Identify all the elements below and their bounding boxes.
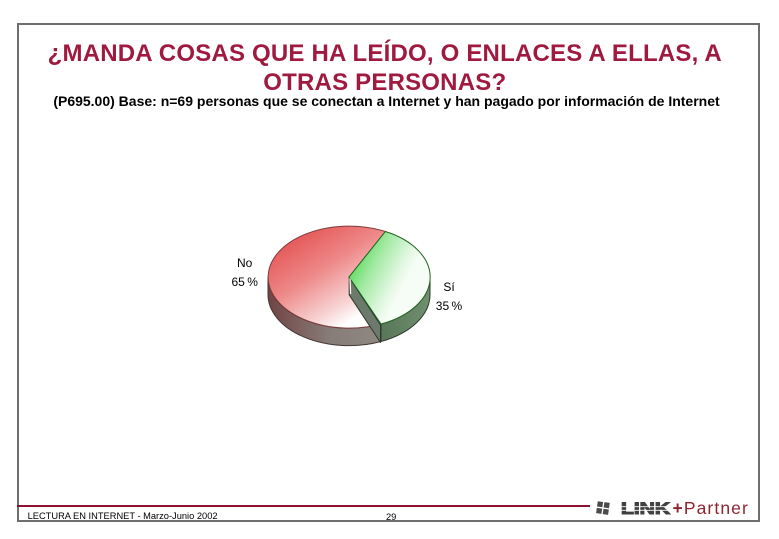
svg-text:+Partner: +Partner: [673, 498, 749, 518]
svg-text:LINK: LINK: [621, 500, 670, 518]
